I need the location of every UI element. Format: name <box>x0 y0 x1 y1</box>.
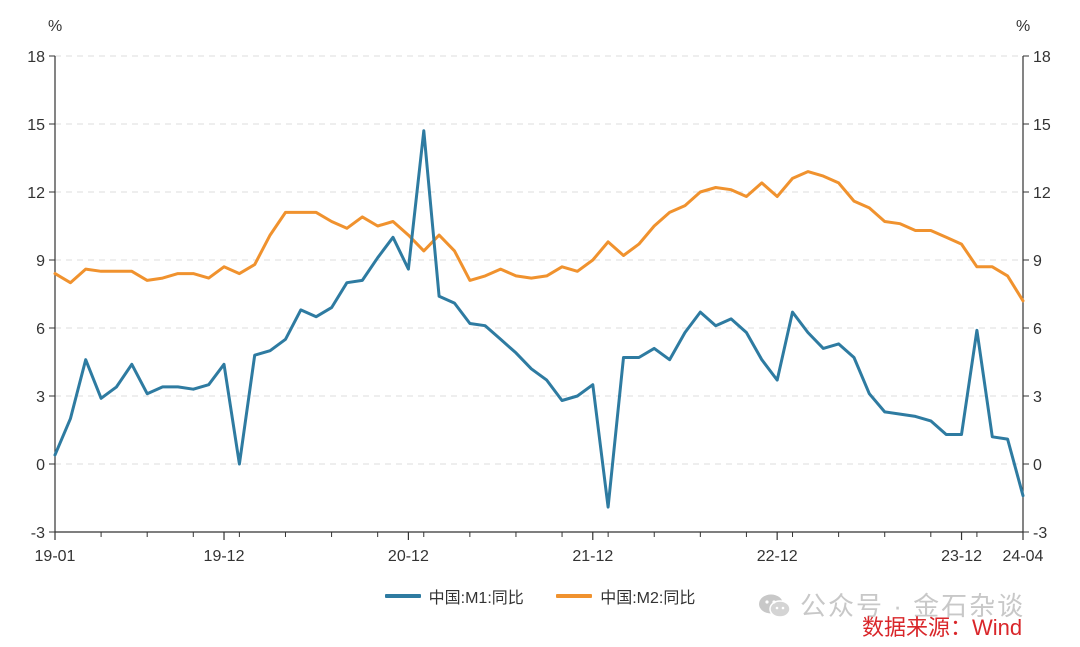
x-tick-label: 20-12 <box>388 548 429 565</box>
y-tick-label-left: 3 <box>36 389 45 406</box>
series-line-m2 <box>53 170 1025 303</box>
legend-item-m1[interactable]: 中国:M1:同比 <box>384 584 524 608</box>
legend-label-m2: 中国:M2:同比 <box>600 590 696 607</box>
legend: 中国:M1:同比 中国:M2:同比 <box>0 584 1080 608</box>
y-tick-label-right: 12 <box>1033 185 1051 202</box>
legend-swatch-m1 <box>384 594 421 598</box>
y-tick-label-right: 18 <box>1033 49 1051 66</box>
y-tick-label-left: -3 <box>31 525 45 542</box>
y-tick-label-right: 0 <box>1033 457 1042 474</box>
y-tick-label-right: 3 <box>1033 389 1042 406</box>
x-tick-label: 19-12 <box>204 548 245 565</box>
x-tick-label: 21-12 <box>572 548 613 565</box>
y-tick-label-right: -3 <box>1033 525 1047 542</box>
y-tick-label-left: 15 <box>27 117 45 134</box>
gridlines <box>55 55 1023 465</box>
y-tick-label-left: 0 <box>36 457 45 474</box>
legend-label-m1: 中国:M1:同比 <box>428 590 524 607</box>
y-tick-label-right: 6 <box>1033 321 1042 338</box>
watermark: 公众号 · 金石杂谈 <box>758 586 1025 623</box>
watermark-text: 公众号 · 金石杂谈 <box>800 591 1026 621</box>
x-tick-label: 24-04 <box>1003 548 1044 565</box>
y-tick-label-left: 18 <box>27 49 45 66</box>
y-tick-label-right: 9 <box>1033 253 1042 270</box>
x-tick-label: 23-12 <box>941 548 982 565</box>
legend-swatch-m2 <box>556 594 593 598</box>
x-tick-label: 22-12 <box>757 548 798 565</box>
left-axis-unit: % <box>48 18 62 35</box>
right-axis-unit: % <box>1016 18 1030 35</box>
y-tick-label-left: 6 <box>36 321 45 338</box>
y-tick-label-left: 9 <box>36 253 45 270</box>
x-tick-label: 19-01 <box>35 548 76 565</box>
axes: -3 -3 0 0 3 3 6 6 9 9 12 12 15 15 18 18 19-01 19-12 20-12 2… <box>27 49 1051 565</box>
wechat-icon <box>759 594 791 618</box>
legend-item-m2[interactable]: 中国:M2:同比 <box>556 584 695 608</box>
y-tick-label-right: 15 <box>1033 117 1051 134</box>
series-line-m1 <box>53 129 1025 509</box>
y-tick-label-left: 12 <box>27 185 45 202</box>
source-note: 数据来源：Wind <box>862 615 1023 640</box>
series-lines <box>53 129 1025 509</box>
